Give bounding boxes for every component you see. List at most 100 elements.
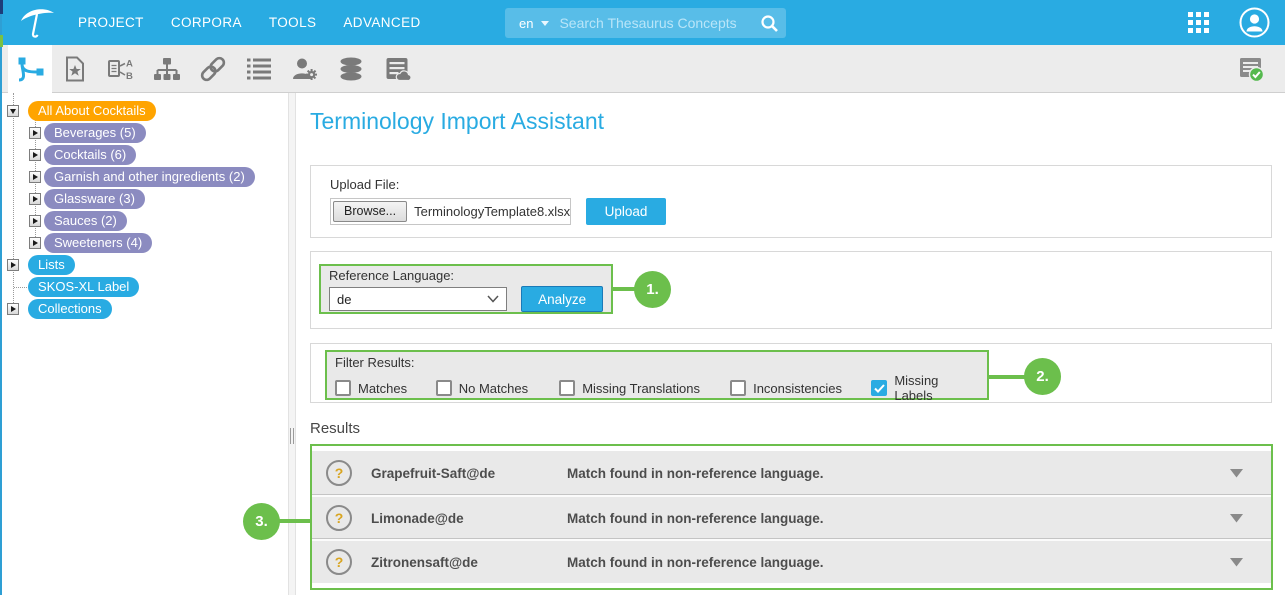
tree-node-project[interactable]: All About Cocktails	[28, 101, 156, 121]
expand-expander[interactable]	[29, 193, 41, 205]
apps-grid-icon[interactable]	[1188, 12, 1209, 33]
result-message: Match found in non-reference language.	[567, 510, 824, 526]
tree-node-concept[interactable]: Glassware (3)	[44, 189, 145, 209]
expand-expander[interactable]	[29, 215, 41, 227]
filter-checkbox-matches[interactable]: Matches	[335, 380, 436, 396]
expand-expander[interactable]	[29, 127, 41, 139]
splitter-grip[interactable]	[290, 428, 294, 444]
svg-text:A: A	[126, 58, 133, 69]
nav-project[interactable]: PROJECT	[78, 15, 144, 30]
expand-expander[interactable]	[29, 149, 41, 161]
tree-item-skosxl: SKOS-XL Label	[0, 276, 288, 298]
tree-node-skosxl[interactable]: SKOS-XL Label	[28, 277, 140, 297]
filter-checkbox-missing-translations[interactable]: Missing Translations	[559, 380, 730, 396]
topnav-right	[1188, 0, 1270, 45]
expand-caret-icon[interactable]	[1230, 468, 1243, 478]
question-icon: ?	[326, 505, 352, 531]
page-title: Terminology Import Assistant	[310, 108, 605, 134]
user-account-icon[interactable]	[1239, 7, 1270, 38]
collapse-expander[interactable]	[7, 105, 19, 117]
annotation-box-1: Reference Language: de Analyze	[319, 264, 613, 314]
main-menu: PROJECT CORPORA TOOLS ADVANCED	[78, 0, 448, 45]
expand-expander[interactable]	[7, 303, 19, 315]
database-icon[interactable]	[328, 45, 374, 93]
search-language-value: en	[519, 15, 534, 31]
chevron-down-icon	[487, 295, 499, 303]
concept-tree: All About Cocktails Beverages (5) Cockta…	[0, 100, 288, 320]
user-gear-icon[interactable]	[282, 45, 328, 93]
nav-tools[interactable]: TOOLS	[268, 15, 317, 30]
checkbox-unchecked-icon	[435, 380, 452, 396]
search-bar: en	[505, 8, 786, 38]
tree-item-concept: Sweeteners (4)	[0, 232, 288, 254]
nav-advanced[interactable]: ADVANCED	[343, 15, 421, 30]
tree-node-lists[interactable]: Lists	[28, 255, 75, 275]
annotation-1-circle: 1.	[634, 271, 671, 308]
list-icon[interactable]	[236, 45, 282, 93]
poolparty-logo-icon[interactable]	[18, 5, 58, 41]
document-star-icon[interactable]	[52, 45, 98, 93]
tree-node-concept[interactable]: Sweeteners (4)	[44, 233, 153, 253]
annotation-3-circle: 3.	[243, 503, 280, 540]
sidebar-splitter[interactable]	[288, 93, 296, 595]
expand-caret-icon[interactable]	[1230, 557, 1243, 567]
filter-checkbox-missing-labels[interactable]: Missing Labels	[871, 373, 979, 403]
result-message: Match found in non-reference language.	[567, 465, 824, 481]
checkbox-label: Missing Labels	[894, 373, 939, 403]
upload-button[interactable]: Upload	[586, 198, 666, 225]
search-icon[interactable]	[752, 14, 786, 33]
result-row[interactable]: ? Grapefruit-Saft@de Match found in non-…	[312, 451, 1271, 495]
window-edge-accent	[0, 35, 3, 47]
expand-caret-icon[interactable]	[1230, 513, 1243, 523]
tree-item-project: All About Cocktails	[0, 100, 288, 122]
browse-button[interactable]: Browse...	[333, 201, 408, 222]
expand-expander[interactable]	[29, 237, 41, 249]
tree-node-concept[interactable]: Sauces (2)	[44, 211, 127, 231]
tree-node-concept[interactable]: Beverages (5)	[44, 123, 146, 143]
expand-expander[interactable]	[7, 259, 19, 271]
reference-language-select[interactable]: de	[329, 287, 508, 311]
nav-corpora[interactable]: CORPORA	[170, 15, 242, 30]
checkbox-label: Missing Translations	[582, 380, 700, 396]
checkbox-unchecked-icon	[559, 380, 576, 396]
checkbox-label: Inconsistencies	[753, 380, 842, 396]
result-term: Grapefruit-Saft@de	[371, 465, 496, 481]
chevron-down-icon	[541, 20, 550, 26]
file-input[interactable]: Browse... TerminologyTemplate8.xlsx	[330, 198, 571, 225]
result-term: Zitronensaft@de	[371, 554, 478, 570]
reference-language-panel: Reference Language: de Analyze	[310, 251, 1272, 329]
upload-file-label: Upload File:	[330, 177, 400, 192]
question-icon: ?	[326, 549, 352, 575]
result-row[interactable]: ? Zitronensaft@de Match found in non-ref…	[312, 539, 1271, 583]
tree-node-concept[interactable]: Cocktails (6)	[44, 145, 137, 165]
search-language-selector[interactable]: en	[505, 16, 559, 31]
annotation-box-2: Filter Results: Matches No Matches Mi	[325, 350, 989, 403]
checkbox-checked-icon	[871, 380, 888, 396]
expand-expander[interactable]	[29, 171, 41, 183]
upload-panel: Upload File: Browse... TerminologyTempla…	[310, 165, 1272, 238]
tree-item-concept: Glassware (3)	[0, 188, 288, 210]
filter-checkbox-no-matches[interactable]: No Matches	[435, 380, 559, 396]
analyze-button[interactable]: Analyze	[521, 286, 603, 312]
tree-item-concept: Sauces (2)	[0, 210, 288, 232]
sitemap-icon[interactable]	[144, 45, 190, 93]
link-icon[interactable]	[190, 45, 236, 93]
window-edge	[0, 0, 2, 595]
filter-results-label: Filter Results:	[335, 355, 415, 370]
tree-guide-line	[14, 287, 27, 288]
filter-checkbox-inconsistencies[interactable]: Inconsistencies	[730, 380, 871, 396]
taxonomy-tree-icon[interactable]	[8, 44, 52, 93]
report-check-icon[interactable]	[1238, 45, 1265, 93]
selected-filename: TerminologyTemplate8.xlsx	[414, 204, 571, 219]
top-navigation-bar: PROJECT CORPORA TOOLS ADVANCED en	[0, 0, 1285, 45]
document-classify-ab-icon[interactable]: A B	[98, 45, 144, 93]
tree-node-collections[interactable]: Collections	[28, 299, 112, 319]
server-cloud-icon[interactable]	[374, 45, 420, 93]
checkbox-label: Matches	[358, 380, 408, 396]
tree-node-concept[interactable]: Garnish and other ingredients (2)	[44, 167, 255, 187]
tree-item-concept: Garnish and other ingredients (2)	[0, 166, 288, 188]
search-input[interactable]	[559, 15, 752, 31]
result-row[interactable]: ? Limonade@de Match found in non-referen…	[312, 495, 1271, 539]
result-term: Limonade@de	[371, 510, 464, 526]
